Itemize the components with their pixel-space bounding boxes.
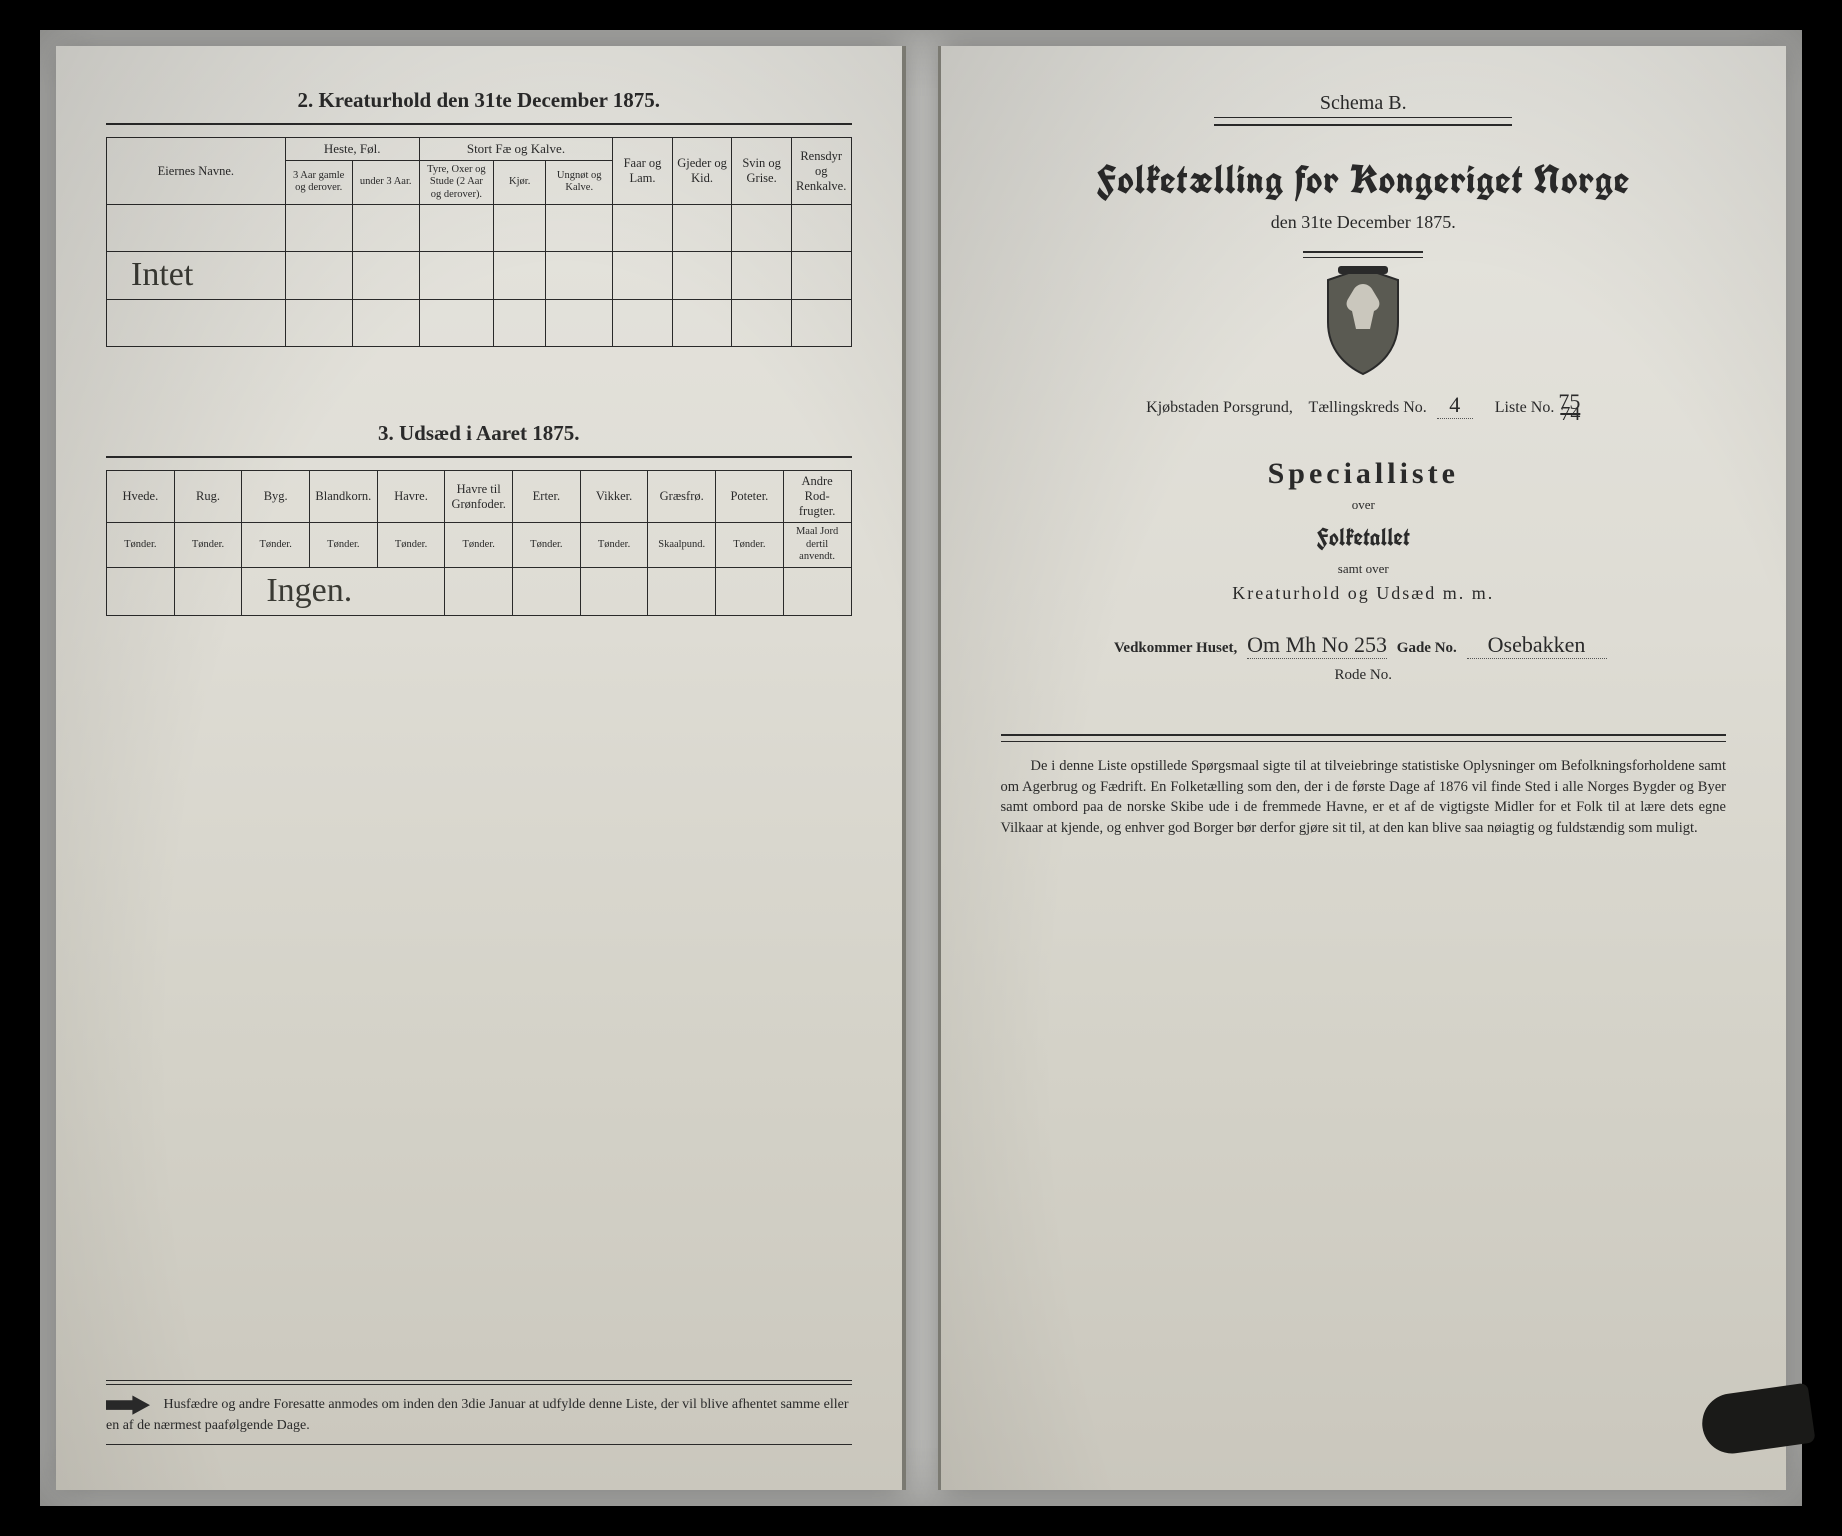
col-stort-c: Ungnøt og Kalve. xyxy=(546,160,613,205)
explanatory-paragraph: De i denne Liste opstillede Spørgsmaal s… xyxy=(1001,756,1727,838)
section-2-title: 2. Kreaturhold den 31te December 1875. xyxy=(106,88,852,113)
vedkommer-value: Om Mh No 253 xyxy=(1247,632,1387,659)
col-stort-group: Stort Fæ og Kalve. xyxy=(419,138,613,161)
col-heste-group: Heste, Føl. xyxy=(285,138,419,161)
col-byg: Byg. xyxy=(242,471,310,523)
table-row xyxy=(107,205,852,252)
right-page: Schema B. Folketælling for Kongeriget No… xyxy=(938,46,1787,1490)
col-stort-b: Kjør. xyxy=(494,160,546,205)
col-stort-a: Tyre, Oxer og Stude (2 Aar og derover). xyxy=(419,160,493,205)
col-svin: Svin og Grise. xyxy=(732,138,792,205)
rode-label: Rode No. xyxy=(991,667,1737,684)
footnote: Husfædre og andre Foresatte anmodes om i… xyxy=(106,1380,852,1446)
table-row: Ingen. xyxy=(107,567,852,615)
table-row xyxy=(107,300,852,347)
col-havretil: Havre til Grønfoder. xyxy=(445,471,513,523)
town-label: Kjøbstaden Porsgrund, xyxy=(1146,399,1293,416)
col-vikker: Vikker. xyxy=(580,471,648,523)
table-row: Intet xyxy=(107,252,852,300)
col-faar: Faar og Lam. xyxy=(613,138,673,205)
scanned-spread: 2. Kreaturhold den 31te December 1875. E… xyxy=(40,30,1802,1506)
liste-label: Liste No. xyxy=(1495,399,1555,416)
samt-label: samt over xyxy=(991,561,1737,577)
col-rens: Rensdyr og Renkalve. xyxy=(791,138,851,205)
district-line: Kjøbstaden Porsgrund, Tællingskreds No. … xyxy=(991,392,1737,421)
col-graes: Græsfrø. xyxy=(648,471,716,523)
table-kreaturhold: Eiernes Navne. Heste, Føl. Stort Fæ og K… xyxy=(106,137,852,347)
footnote-text: Husfædre og andre Foresatte anmodes om i… xyxy=(106,1397,849,1433)
folketallet-heading: Folketallet xyxy=(991,521,1737,553)
kreds-label: Tællingskreds No. xyxy=(1309,399,1427,416)
over-label: over xyxy=(991,497,1737,513)
coat-of-arms-icon xyxy=(1318,266,1408,376)
col-andre: Andre Rod-frugter. xyxy=(783,471,851,523)
pointing-hand-icon xyxy=(106,1393,150,1417)
section-2-rule xyxy=(106,123,852,138)
col-heste-a: 3 Aar gamle og derover. xyxy=(285,160,352,205)
col-eier: Eiernes Navne. xyxy=(107,138,286,205)
specialliste-heading: Specialliste xyxy=(991,457,1737,491)
col-poteter: Poteter. xyxy=(716,471,784,523)
left-page-content: 2. Kreaturhold den 31te December 1875. E… xyxy=(106,84,852,1446)
kreatur-heading: Kreaturhold og Udsæd m. m. xyxy=(991,583,1737,604)
census-date: den 31te December 1875. xyxy=(991,212,1737,233)
section-3-title: 3. Udsæd i Aaret 1875. xyxy=(106,421,852,446)
film-holder-clip xyxy=(1698,1383,1815,1458)
census-title: Folketælling for Kongeriget Norge xyxy=(991,154,1737,206)
vedkommer-label: Vedkommer Huset, xyxy=(1114,640,1237,656)
col-rug: Rug. xyxy=(174,471,242,523)
col-gjeder: Gjeder og Kid. xyxy=(672,138,732,205)
col-bland: Blandkorn. xyxy=(310,471,378,523)
table-udsaed: Hvede. Rug. Byg. Blandkorn. Havre. Havre… xyxy=(106,470,852,616)
liste-value: 75 74 xyxy=(1558,396,1580,422)
handwritten-ingen: Ingen. xyxy=(242,567,445,615)
handwritten-intet: Intet xyxy=(107,252,286,300)
col-havre: Havre. xyxy=(377,471,445,523)
left-page: 2. Kreaturhold den 31te December 1875. E… xyxy=(56,46,906,1490)
vedkommer-line: Vedkommer Huset, Om Mh No 253 Gade No. O… xyxy=(991,632,1737,659)
gade-value: Osebakken xyxy=(1467,632,1607,659)
schema-label: Schema B. xyxy=(991,92,1737,115)
kreds-value: 4 xyxy=(1437,392,1473,419)
section-3-rule xyxy=(106,456,852,471)
col-erter: Erter. xyxy=(513,471,581,523)
gade-label: Gade No. xyxy=(1397,640,1457,656)
col-heste-b: under 3 Aar. xyxy=(352,160,419,205)
col-hvede: Hvede. xyxy=(107,471,175,523)
